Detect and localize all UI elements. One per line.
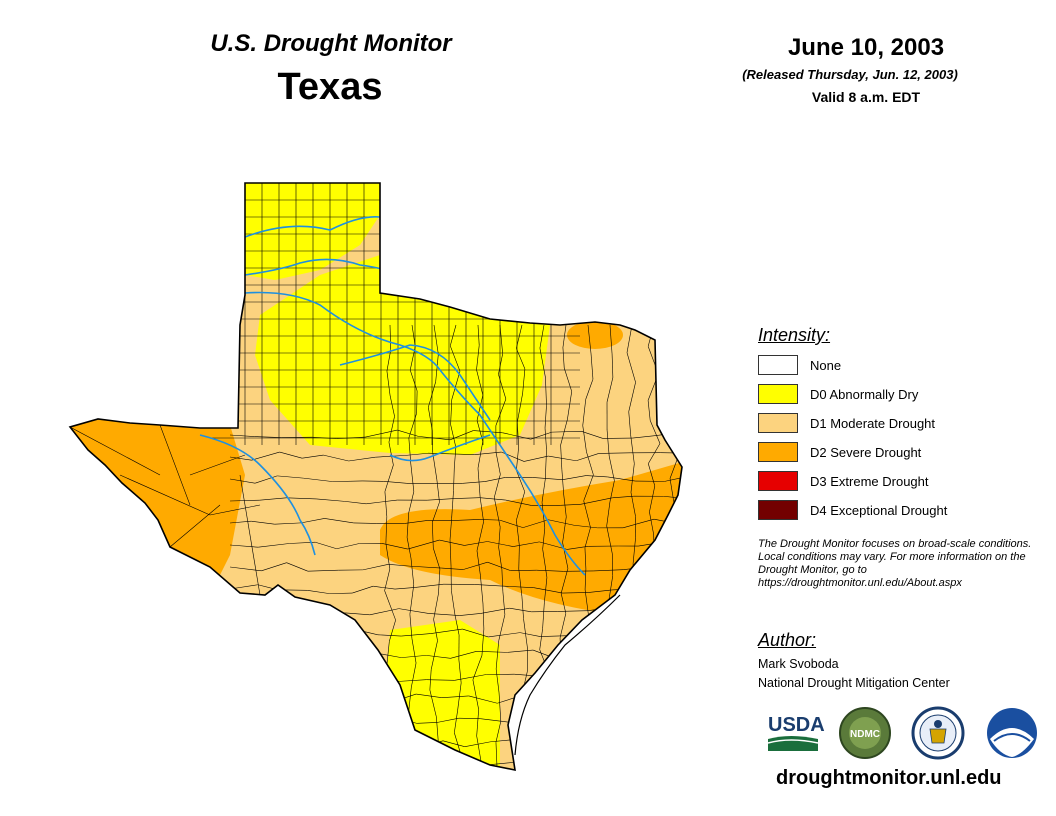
author-title: Author:: [758, 630, 817, 650]
d2-central-east-texas: [380, 457, 682, 615]
website-url[interactable]: droughtmonitor.unl.edu: [776, 767, 1002, 789]
legend-swatch: [758, 413, 798, 433]
valid-time: Valid 8 a.m. EDT: [811, 89, 921, 105]
doc-seal-logo: [911, 706, 965, 760]
legend-swatch: [758, 355, 798, 375]
texas-state-outline: [68, 182, 683, 772]
map-program-title: U.S. Drought Monitor: [210, 30, 452, 57]
legend-label: None: [810, 358, 842, 373]
map-date: June 10, 2003: [787, 34, 945, 61]
legend-label: D4 Exceptional Drought: [810, 503, 948, 518]
legend-label: D1 Moderate Drought: [810, 416, 936, 431]
release-date: (Released Thursday, Jun. 12, 2003): [742, 67, 958, 82]
legend-swatch: [758, 384, 798, 404]
legend-swatch: [758, 442, 798, 462]
pecos-river: [199, 434, 316, 556]
author-organization: National Drought Mitigation Center: [758, 676, 950, 690]
d2-west-texas: [70, 415, 245, 595]
legend-title: Intensity:: [758, 325, 831, 345]
legend-swatch: [758, 471, 798, 491]
legend-label: D2 Severe Drought: [810, 445, 922, 460]
canadian-river: [244, 215, 381, 238]
legend-swatch: [758, 500, 798, 520]
texas-drought-map: [68, 182, 683, 772]
usda-logo-swoosh: [768, 736, 818, 751]
colorado-river-central: [389, 434, 491, 462]
noaa-logo: [987, 708, 1037, 758]
usda-logo-text: USDA: [768, 714, 825, 736]
partner-logos: USDA NDMC: [767, 706, 1037, 760]
legend-label: D3 Extreme Drought: [810, 474, 929, 489]
rivers: [199, 215, 586, 576]
d2-northeast-spot: [567, 321, 623, 349]
drought-monitor-note: The Drought Monitor focuses on broad-sca…: [758, 538, 1032, 589]
author-name: Mark Svoboda: [758, 657, 839, 671]
gulf-coastline: [514, 594, 621, 756]
ndmc-logo: NDMC: [839, 707, 891, 759]
ndmc-logo-text: NDMC: [850, 729, 880, 740]
usda-logo: USDA: [767, 714, 825, 751]
brazos-river: [244, 291, 586, 576]
colorado-north-fork: [339, 344, 491, 421]
map-state-title: Texas: [277, 66, 383, 108]
legend-label: D0 Abnormally Dry: [810, 387, 919, 402]
